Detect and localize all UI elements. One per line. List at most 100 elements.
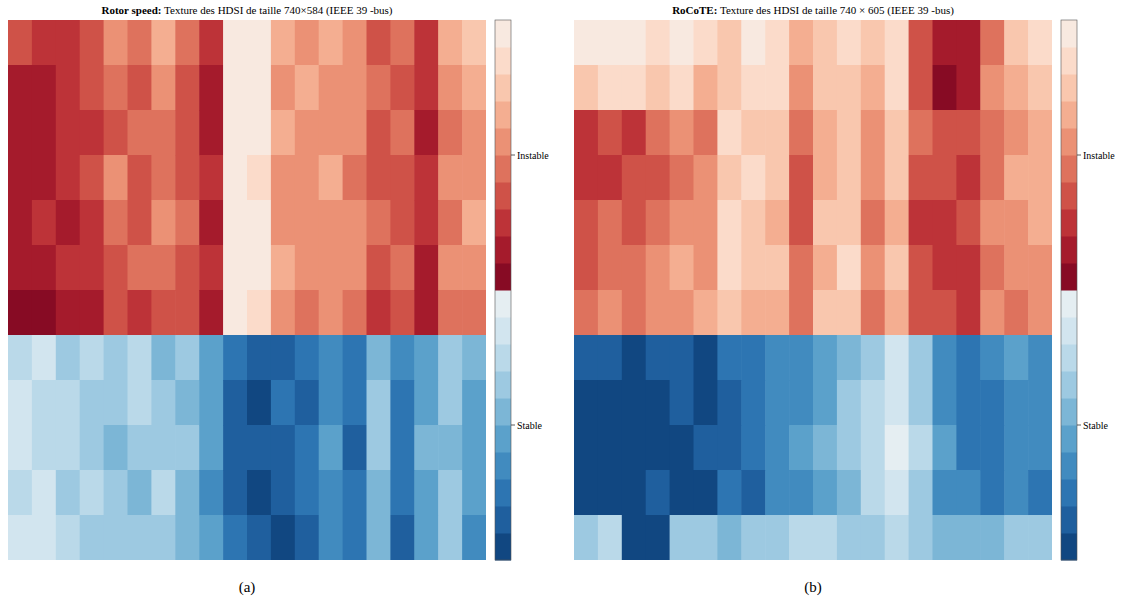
heatmap-cell [199,200,224,246]
heatmap-cell [319,335,344,381]
heatmap-cell [646,290,671,336]
heatmap-cell [223,425,248,471]
heatmap-cell [980,470,1005,516]
title: RoCoTE: Texture des HDSI de taille 740 ×… [672,4,954,17]
heatmap-cell [414,290,439,336]
heatmap-cell [104,470,129,516]
heatmap-cell [175,65,200,111]
heatmap-cell [56,335,81,381]
heatmap-cell [885,155,910,201]
heatmap-cell [295,20,320,66]
heatmap-cell [8,65,33,111]
heatmap-cell [462,200,486,246]
colorbar-band [495,317,511,345]
heatmap-cell [56,200,81,246]
heatmap-cell [741,65,766,111]
heatmap-cell [223,245,248,291]
heatmap-cell [956,290,981,336]
heatmap-cell [1004,290,1028,336]
heatmap-cell [80,380,105,426]
heatmap-cell [8,335,33,381]
heatmap-cell [175,155,200,201]
colorbar-band [495,128,511,156]
heatmap-cell [980,200,1005,246]
heatmap-cell [933,155,958,201]
heatmap-cell [837,20,862,66]
heatmap-cell [1004,515,1028,560]
panel-label: (a) [239,579,256,596]
heatmap-cell [885,380,910,426]
heatmap-cell [343,290,368,336]
heatmap-cell [223,515,248,560]
heatmap-cell [128,290,153,336]
heatmap-cell [80,20,105,66]
heatmap-cell [837,200,862,246]
heatmap-cell [128,110,153,156]
heatmap-cell [694,425,719,471]
heatmap-cell [574,200,599,246]
colorbar-band [1061,263,1077,291]
heatmap-cell [741,335,766,381]
heatmap-cell [128,155,153,201]
heatmap-cell [8,110,33,156]
heatmap-cell [151,470,176,516]
heatmap-cell [789,470,814,516]
heatmap-cell [390,20,415,66]
heatmap-cell [694,20,719,66]
heatmap-cell [861,470,886,516]
heatmap-cell [80,110,105,156]
heatmap-cell [80,245,105,291]
heatmap-cell [438,515,463,560]
colorbar-band [495,452,511,480]
colorbar-band [1061,506,1077,534]
heatmap-cell [956,515,981,560]
heatmap-cell [646,470,671,516]
colorbar-band [495,20,511,48]
heatmap-cell [56,110,81,156]
heatmap-cell [694,380,719,426]
heatmap-cell [909,470,934,516]
colorbar-band [495,425,511,453]
heatmap-cell [295,380,320,426]
heatmap-cell [367,425,392,471]
figure: Rotor speed: Texture des HDSI de taille … [0,0,1141,610]
heatmap-cell [56,290,81,336]
heatmap-cell [247,290,272,336]
colorbar-band [1061,371,1077,399]
heatmap-cell [1028,245,1052,291]
heatmap-cell [151,110,176,156]
colorbar-band [495,182,511,210]
heatmap-cell [789,335,814,381]
heatmap-cell [1028,65,1052,111]
heatmap-cell [175,20,200,66]
heatmap-cell [980,335,1005,381]
heatmap-cell [295,425,320,471]
heatmap-cell [622,425,647,471]
heatmap-cell [933,380,958,426]
heatmap-cell [765,380,790,426]
heatmap-cell [789,110,814,156]
heatmap-cell [104,65,129,111]
heatmap-cell [462,515,486,560]
heatmap-cell [247,335,272,381]
heatmap-cell [128,20,153,66]
heatmap-cell [128,425,153,471]
heatmap-cell [295,65,320,111]
heatmap-cell [128,380,153,426]
heatmap-cell [622,20,647,66]
heatmap-cell [199,65,224,111]
heatmap-cell [837,290,862,336]
colorbar-band [495,290,511,318]
heatmap-cell [80,65,105,111]
heatmap-cell [295,245,320,291]
heatmap-cell [56,245,81,291]
heatmap-cell [462,110,486,156]
heatmap-cell [574,470,599,516]
heatmap-cell [199,380,224,426]
heatmap-cell [1004,335,1028,381]
colorbar-tick [511,425,515,426]
heatmap-cell [622,290,647,336]
heatmap-cell [8,245,33,291]
heatmap-cell [271,380,296,426]
heatmap-cell [462,65,486,111]
